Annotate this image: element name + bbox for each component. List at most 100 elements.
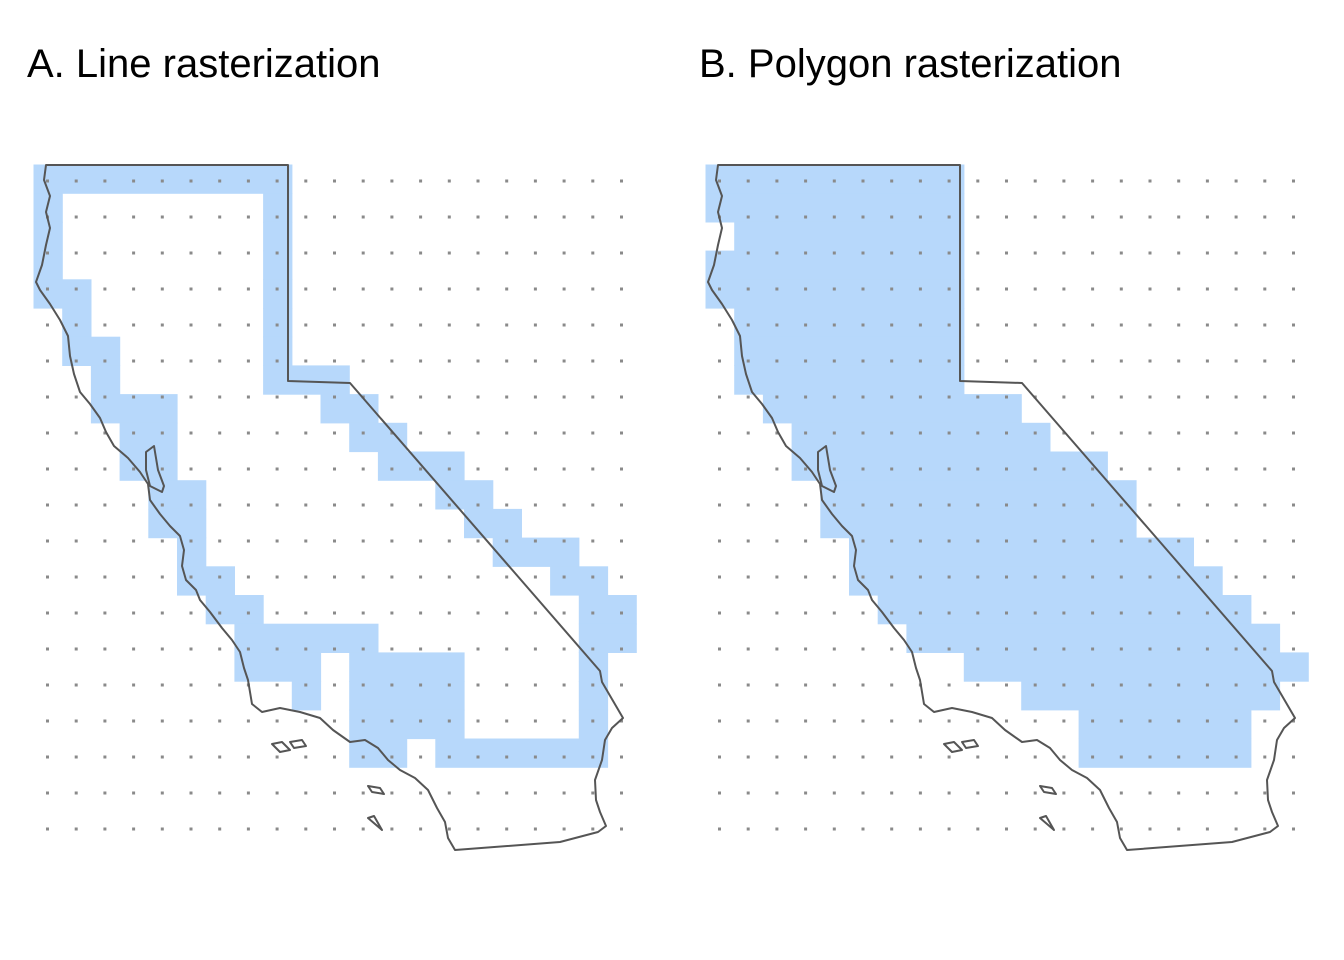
grid-dot [775,467,779,471]
grid-dot [1119,395,1123,399]
grid-dot [562,647,566,651]
grid-dot [361,539,365,543]
grid-dot [103,179,107,183]
grid-dot [333,791,336,795]
grid-dot [591,539,595,543]
grid-dot [947,251,951,255]
grid-dot [304,683,308,687]
grid-dot [620,791,623,795]
grid-dot [562,755,566,759]
grid-dot [160,539,164,543]
grid-dot [1062,575,1066,579]
grid-dot [505,395,509,399]
grid-dot [718,719,721,723]
grid-dot [775,611,779,615]
grid-dot [1033,323,1037,327]
grid-dot [1292,359,1295,363]
grid-dot [361,251,365,255]
grid-dot [1234,179,1238,183]
grid-dots [718,179,1295,831]
channel-island [1039,785,1057,795]
grid-dot [333,323,336,327]
grid-dot [562,791,566,795]
state-boundary [35,164,624,851]
grid-dot [246,755,250,759]
grid-dot [1033,611,1037,615]
grid-dot [476,395,480,399]
grid-dot [832,539,836,543]
grid-dot [718,539,721,543]
grid-dot [505,539,509,543]
grid-dot [832,647,836,651]
panel-b-title: B. Polygon rasterization [699,42,1122,86]
grid-dot [1234,215,1238,219]
grid-dot [832,287,836,291]
grid-dot [505,647,509,651]
grid-dot [620,287,623,291]
grid-dot [447,323,451,327]
grid-dot [189,503,193,507]
grid-dot [1177,467,1181,471]
grid-dot [1263,215,1267,219]
grid-dot [746,647,750,651]
grid-dot [46,755,49,759]
grid-dot [419,719,423,723]
grid-dot [361,179,365,183]
grid-dot [361,719,365,723]
grid-dot [890,215,894,219]
grid-dot [74,503,78,507]
grid-dot [1148,575,1152,579]
grid-dot [1148,251,1152,255]
grid-dot [304,719,308,723]
grid-dot [46,431,49,435]
grid-dot [1033,827,1037,831]
grid-dot [1005,359,1008,363]
raster-cell [734,308,965,338]
grid-dot [591,431,595,435]
grid-dot [1177,683,1181,687]
raster-cell [578,709,609,740]
grid-dot [832,791,836,795]
grid-dot [804,467,808,471]
grid-dot [620,359,623,363]
grid-dot [718,287,721,291]
grid-dot [1263,287,1267,291]
grid-dot [718,179,721,183]
grid-dot [1062,431,1066,435]
grid-dot [533,323,537,327]
grid-dot [1148,539,1152,543]
grid-dot [1292,683,1295,687]
grid-dot [304,539,308,543]
grid-dot [804,647,808,651]
grid-dot [1234,539,1238,543]
grid-dot [1119,215,1123,219]
grid-dot [591,215,595,219]
grid-dot [1062,827,1066,831]
grid-dot [447,647,451,651]
grid-dot [591,287,595,291]
raster-cell [349,681,465,711]
grid-dot [218,251,222,255]
grid-dot [46,395,49,399]
grid-dot [390,323,394,327]
grid-dot [1033,791,1037,795]
grid-dot [1234,287,1238,291]
grid-dot [132,251,136,255]
grid-dot [74,323,78,327]
bay-island [817,445,837,493]
grid-dot [476,431,480,435]
grid-dot [947,287,951,291]
grid-dot [947,215,951,219]
grid-dot [132,791,136,795]
grid-dot [947,755,951,759]
grid-dot [333,539,336,543]
grid-dot [246,323,250,327]
grid-dot [132,611,136,615]
grid-dot [333,719,336,723]
grid-dot [1263,431,1267,435]
grid-dot [246,539,250,543]
grid-dot [591,827,595,831]
grid-dot [304,179,308,183]
raster-cell [349,652,465,682]
grid-dot [976,647,980,651]
